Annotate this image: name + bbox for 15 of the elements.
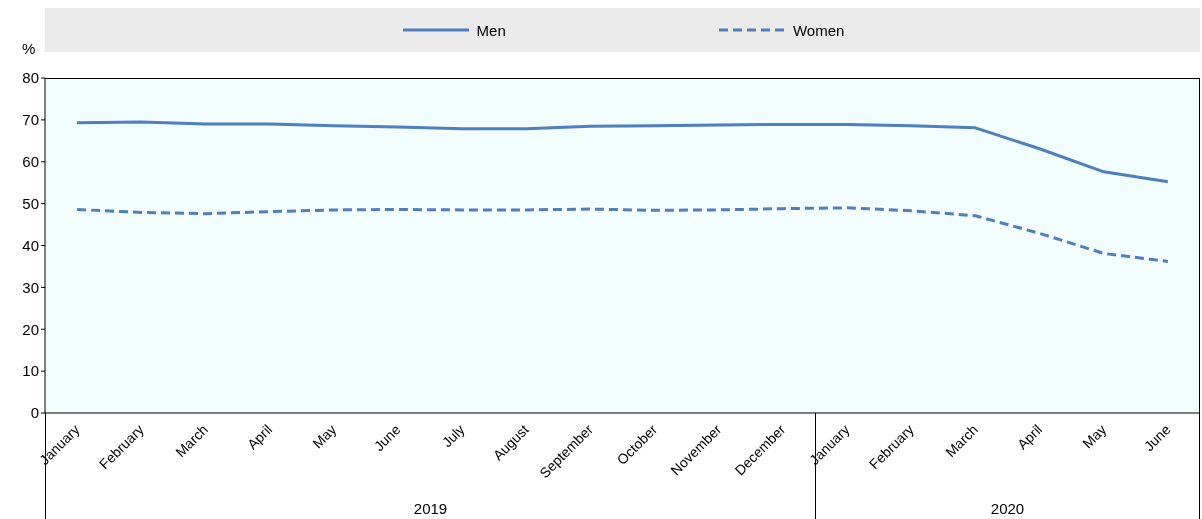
- y-tick-label: 80: [22, 69, 39, 87]
- y-axis-title: %: [22, 40, 36, 58]
- legend-label: Women: [792, 21, 845, 39]
- y-tick-label: 70: [22, 111, 39, 129]
- legend-label: Men: [476, 21, 506, 39]
- y-tick-label: 10: [22, 362, 39, 380]
- y-tick-label: 30: [22, 278, 39, 296]
- text: 2020: [989, 500, 1026, 517]
- y-tick-label: 40: [22, 236, 39, 254]
- y-tick-label: 50: [22, 194, 39, 212]
- y-tick-label: 60: [22, 153, 39, 171]
- text: 2019: [412, 500, 449, 517]
- y-tick-label: 20: [22, 320, 39, 338]
- x-tick-label: July: [438, 421, 468, 451]
- y-tick-label: 0: [30, 404, 39, 422]
